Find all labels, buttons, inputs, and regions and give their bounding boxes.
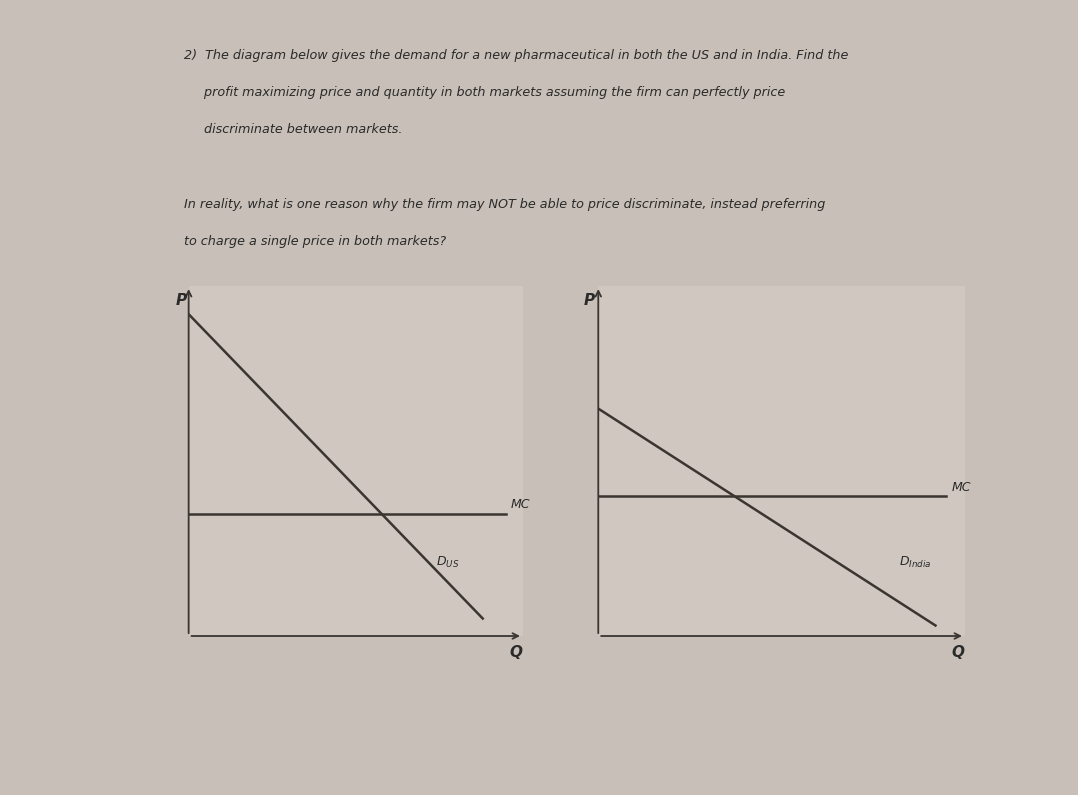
Text: profit maximizing price and quantity in both markets assuming the firm can perfe: profit maximizing price and quantity in …	[183, 86, 785, 99]
Text: MC: MC	[952, 481, 971, 494]
Text: Q: Q	[510, 645, 523, 660]
Text: $D_{India}$: $D_{India}$	[899, 555, 931, 570]
Text: to charge a single price in both markets?: to charge a single price in both markets…	[183, 235, 446, 248]
Text: $D_{US}$: $D_{US}$	[436, 555, 459, 570]
Text: In reality, what is one reason why the firm may NOT be able to price discriminat: In reality, what is one reason why the f…	[183, 198, 825, 211]
Text: MC: MC	[511, 498, 530, 511]
Text: discriminate between markets.: discriminate between markets.	[183, 123, 402, 136]
Text: Q: Q	[951, 645, 964, 660]
Text: 2)  The diagram below gives the demand for a new pharmaceutical in both the US a: 2) The diagram below gives the demand fo…	[183, 49, 848, 62]
Text: P: P	[583, 293, 595, 308]
Text: P: P	[176, 293, 186, 308]
